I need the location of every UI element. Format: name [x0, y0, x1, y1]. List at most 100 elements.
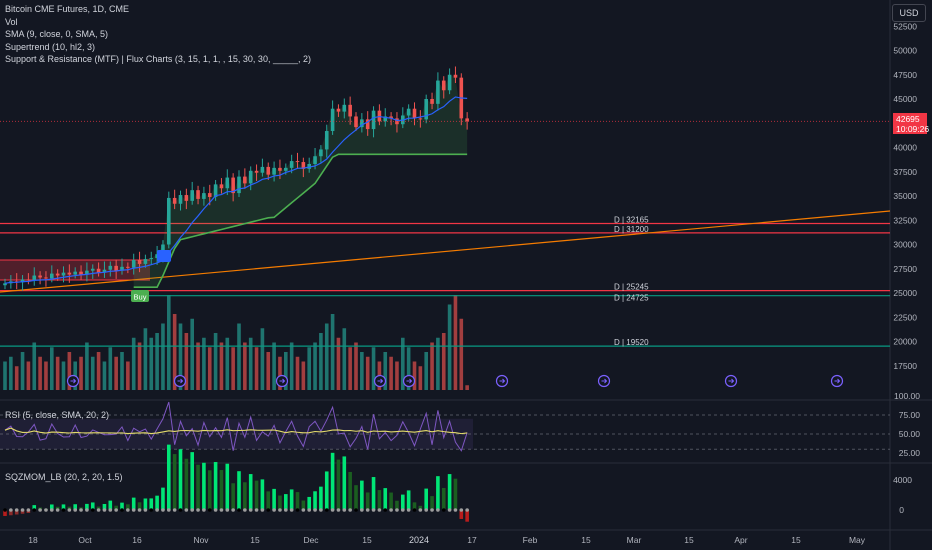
sqzmom-bar: [465, 510, 469, 522]
sqzmom-bar: [102, 503, 107, 510]
sqzmom-bar: [155, 495, 159, 510]
sqzmom-dot: [412, 508, 417, 512]
sqzmom-dot: [453, 508, 458, 512]
sqzmom-dot: [149, 508, 154, 512]
volume-bar: [406, 347, 411, 390]
sqzmom-dot: [202, 508, 206, 512]
rsi-pane-title[interactable]: RSI (5, close, SMA, 20, 2): [5, 410, 110, 420]
candle-body: [360, 119, 364, 128]
candle-body: [418, 118, 423, 120]
sqzmom-dot: [196, 508, 200, 512]
candle-body: [260, 166, 265, 173]
sqzmom-bar: [453, 478, 458, 510]
sqzmom-dot: [360, 508, 364, 512]
volume-bar: [395, 361, 399, 390]
sqzmom-dot: [406, 508, 411, 512]
candle-body: [126, 266, 130, 268]
volume-bar: [453, 295, 458, 390]
volume-bar: [32, 342, 37, 390]
candle-body: [79, 271, 83, 275]
volume-bar: [447, 304, 452, 390]
sqzmom-dot: [330, 508, 335, 512]
sqzmom-dot: [114, 508, 118, 512]
candle-body: [161, 244, 165, 255]
sqzmom-dot: [307, 508, 312, 512]
sqzmom-dot: [301, 508, 306, 512]
candle-body: [248, 170, 253, 184]
sqzmom-dot: [447, 508, 452, 512]
volume-bar: [155, 333, 159, 390]
volume-bar: [50, 347, 54, 390]
volume-bar: [459, 318, 464, 390]
supertrend-fill: [133, 74, 468, 288]
time-axis-tick: 15: [684, 535, 694, 545]
sqzmom-pane-title[interactable]: SQZMOM_LB (20, 2, 20, 1.5): [5, 472, 123, 482]
sqzmom-bar: [9, 510, 13, 516]
rsi-axis-tick: 100.00: [894, 391, 920, 401]
currency-button[interactable]: USD: [892, 4, 926, 22]
sr-level-label: D | 19520: [614, 338, 649, 347]
volume-bar: [172, 314, 177, 390]
volume-bar: [424, 352, 428, 390]
volume-bar: [184, 333, 189, 390]
volume-bar: [284, 352, 288, 390]
candle-body: [412, 108, 417, 119]
sqzmom-dot: [14, 508, 19, 512]
sqzmom-bar: [248, 474, 253, 510]
last-price-value: 42695: [896, 114, 920, 124]
time-axis-tick: Oct: [78, 535, 92, 545]
sqzmom-bar: [354, 485, 358, 510]
volume-bar: [85, 342, 89, 390]
sqzmom-dot: [383, 508, 388, 512]
sr-level-label: D | 25245: [614, 283, 649, 292]
event-marker-arrow: [279, 378, 286, 384]
symbol-title[interactable]: Bitcoin CME Futures, 1D, CME: [5, 4, 130, 14]
volume-bar: [295, 356, 300, 390]
sqzmom-bar: [213, 462, 218, 510]
sqzmom-dot: [20, 508, 25, 512]
squeeze-signal-marker: [157, 250, 171, 262]
sqzmom-bar: [389, 492, 393, 510]
volume-bar: [167, 295, 171, 390]
candle-body: [137, 260, 142, 264]
indicator-support-resistance[interactable]: Support & Resistance (MTF) | Flux Charts…: [5, 54, 311, 64]
event-marker-arrow: [177, 378, 184, 384]
sqzmom-dot: [44, 508, 48, 512]
event-marker-arrow: [834, 378, 841, 384]
candle-body: [289, 161, 294, 168]
time-axis-tick: 15: [581, 535, 591, 545]
sqzmom-dot: [401, 508, 405, 512]
volume-bar: [260, 328, 265, 390]
sqzmom-bar: [459, 510, 464, 519]
volume-bar: [412, 361, 417, 390]
candle-body: [26, 279, 31, 281]
candle-body: [430, 99, 434, 104]
sqzmom-dot: [266, 508, 271, 512]
volume-bar: [79, 356, 83, 390]
sr-level-label: D | 32165: [614, 215, 649, 224]
price-axis-tick: 35000: [893, 191, 917, 201]
indicator-sma[interactable]: SMA (9, close, 0, SMA, 5): [5, 29, 109, 39]
volume-bar: [319, 333, 323, 390]
volume-bar: [371, 347, 376, 390]
sr-level-label: D | 24725: [614, 294, 649, 303]
price-axis-tick: 45000: [893, 94, 917, 104]
volume-bar: [441, 333, 446, 390]
candle-body: [96, 268, 101, 273]
candle-body: [254, 170, 259, 173]
sqzmom-dot: [96, 508, 101, 512]
indicator-vol[interactable]: Vol: [5, 17, 18, 27]
volume-bar: [430, 342, 434, 390]
sqzmom-dot: [161, 508, 165, 512]
sqzmom-bar: [3, 510, 7, 516]
candle-body: [441, 80, 446, 91]
indicator-supertrend[interactable]: Supertrend (10, hl2, 3): [5, 42, 96, 52]
price-axis-tick: 20000: [893, 337, 917, 347]
rsi-axis-tick: 25.00: [899, 448, 921, 458]
price-axis-tick: 52500: [893, 21, 917, 31]
candle-body: [184, 195, 189, 201]
sqzmom-bar: [395, 500, 399, 510]
sqzmom-bar: [50, 504, 54, 510]
